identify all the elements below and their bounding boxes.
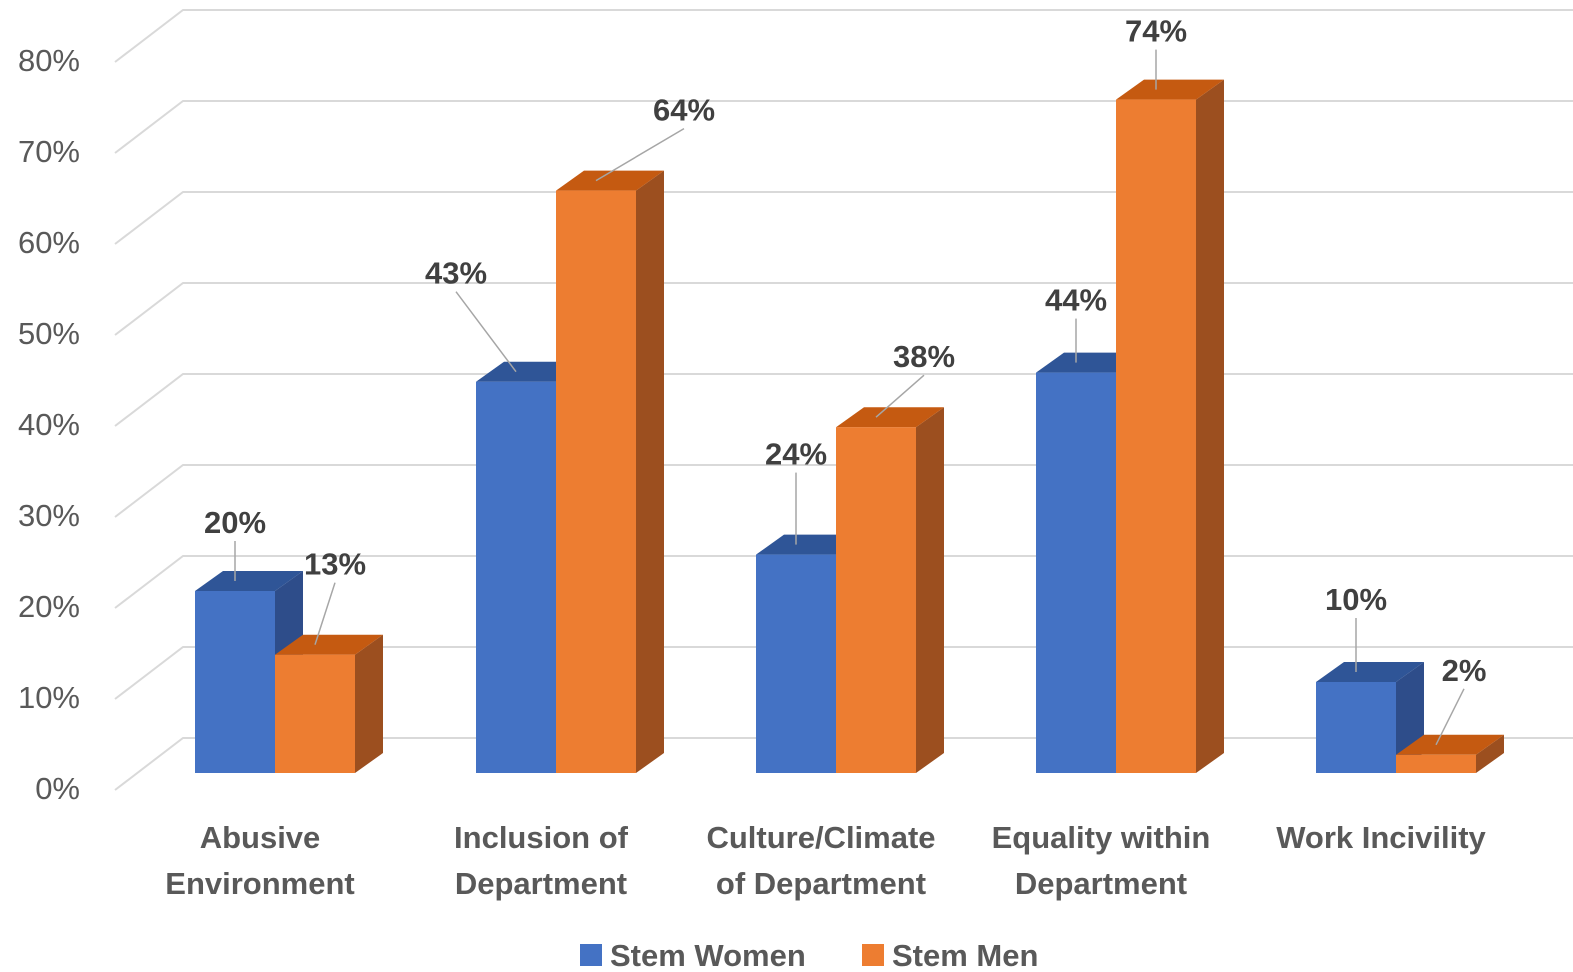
data-label: 13% (304, 547, 366, 582)
legend-swatch (862, 944, 884, 966)
bar-side (1196, 79, 1224, 774)
bar (1316, 682, 1396, 773)
leader-line (875, 374, 925, 418)
bar-side (355, 634, 383, 773)
category-label: Abusive (200, 820, 321, 855)
bar-side (1476, 734, 1504, 773)
bar (1396, 754, 1476, 773)
bars (195, 79, 1504, 774)
bar (1036, 372, 1116, 773)
y-axis-ticks: 0% 10% 20% 30% 40% 50% 60% 70% 80% (18, 43, 80, 806)
bar-top (195, 571, 303, 591)
data-label: 38% (893, 339, 955, 374)
leader-line (314, 582, 336, 645)
gridlines (114, 9, 1573, 791)
gridline (114, 100, 1573, 154)
category-label: Environment (165, 866, 354, 901)
legend: Stem Women Stem Men (580, 938, 1038, 972)
category-label: Department (455, 866, 627, 901)
bar (476, 381, 556, 773)
data-label: 10% (1325, 582, 1387, 617)
category-label: Inclusion of (454, 820, 629, 855)
category-label: Equality within (992, 820, 1211, 855)
y-tick-label: 40% (18, 407, 80, 442)
bar-top (1396, 734, 1504, 755)
y-tick-label: 50% (18, 316, 80, 351)
data-label: 2% (1442, 653, 1487, 688)
data-label: 64% (653, 93, 715, 128)
legend-swatch (580, 944, 602, 966)
bar (1116, 99, 1196, 774)
bar-top (556, 170, 664, 191)
y-tick-label: 70% (18, 134, 80, 169)
legend-label: Stem Women (610, 938, 806, 972)
category-label: of Department (716, 866, 926, 901)
data-label: 24% (765, 437, 827, 472)
y-tick-label: 0% (35, 771, 80, 806)
y-tick-label: 20% (18, 589, 80, 624)
category-label: Department (1015, 866, 1187, 901)
category-label: Work Incivility (1276, 820, 1486, 855)
bar (195, 591, 275, 773)
leader-line (1435, 688, 1465, 746)
legend-label: Stem Men (892, 938, 1038, 972)
bar-top (836, 407, 944, 428)
bar-top (1316, 662, 1424, 682)
bar (756, 554, 836, 773)
bar-top (275, 634, 383, 655)
bar (275, 654, 355, 773)
bar-top (1116, 79, 1224, 100)
x-axis-categories: Abusive Environment Inclusion of Department… (165, 820, 1486, 901)
bar-side (636, 170, 664, 774)
y-tick-label: 10% (18, 680, 80, 715)
y-tick-label: 60% (18, 225, 80, 260)
data-label: 20% (204, 505, 266, 540)
gridline (114, 282, 1573, 336)
category-label: Culture/Climate (706, 820, 935, 855)
y-tick-label: 30% (18, 498, 80, 533)
bar-side (916, 407, 944, 773)
data-label: 43% (425, 256, 487, 291)
data-label: 44% (1045, 283, 1107, 318)
leader-line (455, 291, 517, 373)
gridline (114, 191, 1573, 245)
y-tick-label: 80% (18, 43, 80, 78)
leader-line (595, 127, 685, 182)
bar (836, 427, 916, 773)
bar (556, 190, 636, 774)
gridline (114, 373, 1573, 427)
gridline (114, 9, 1573, 63)
data-labels: 20% 13% 43% 64% 24% 38% 44% 74% 10% 2% (204, 14, 1487, 746)
data-label: 74% (1125, 14, 1187, 49)
